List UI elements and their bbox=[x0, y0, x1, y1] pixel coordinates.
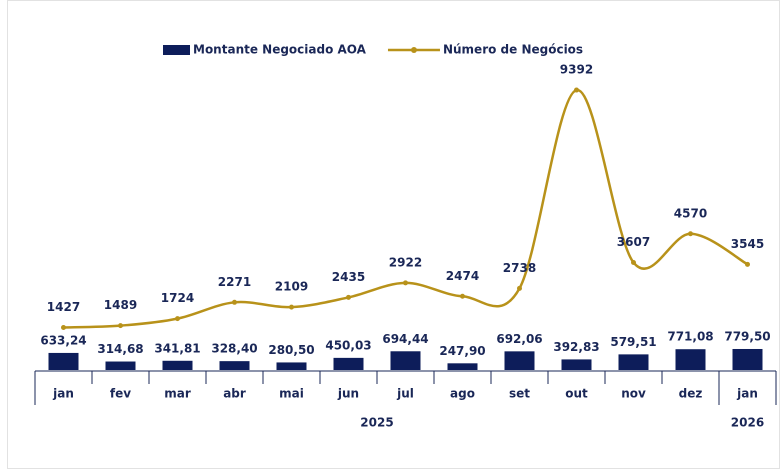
line-value-label: 2109 bbox=[275, 280, 308, 294]
line-marker bbox=[517, 285, 522, 291]
bar-value-label: 771,08 bbox=[667, 330, 713, 344]
bar-value-label: 694,44 bbox=[382, 332, 428, 346]
line-marker bbox=[574, 87, 579, 93]
bar bbox=[675, 349, 706, 370]
legend-swatch bbox=[163, 45, 190, 55]
legend-label: Montante Negociado AOA bbox=[193, 43, 367, 57]
bar bbox=[162, 360, 193, 370]
frame bbox=[7, 0, 780, 469]
line-value-label: 2738 bbox=[503, 261, 536, 275]
line-marker bbox=[232, 299, 237, 305]
line-marker bbox=[688, 231, 693, 237]
bar-value-label: 392,83 bbox=[553, 340, 599, 354]
bar bbox=[105, 361, 136, 370]
x-tick-label: jul bbox=[396, 387, 414, 401]
x-tick-label: ago bbox=[450, 387, 475, 401]
bar bbox=[333, 357, 364, 370]
line-marker bbox=[61, 324, 66, 330]
bar-value-label: 692,06 bbox=[496, 332, 542, 346]
bar bbox=[219, 361, 250, 370]
line-marker bbox=[403, 280, 408, 286]
bar-value-label: 779,50 bbox=[724, 329, 770, 343]
line-marker bbox=[346, 294, 351, 300]
bar bbox=[276, 362, 307, 370]
line-value-label: 2474 bbox=[446, 269, 479, 283]
bar-value-label: 341,81 bbox=[154, 341, 200, 355]
line-value-label: 1427 bbox=[47, 300, 80, 314]
x-tick-label: mar bbox=[164, 387, 191, 401]
bar-value-label: 579,51 bbox=[610, 335, 656, 349]
legend-label: Número de Negócios bbox=[443, 43, 583, 57]
line-marker bbox=[460, 293, 465, 299]
bar bbox=[618, 354, 649, 370]
bar bbox=[732, 348, 763, 370]
x-tick-label: jun bbox=[337, 387, 359, 401]
line-marker bbox=[631, 259, 636, 265]
x-tick-label: fev bbox=[110, 387, 131, 401]
line-value-label: 3545 bbox=[731, 237, 764, 251]
line-marker bbox=[289, 304, 294, 310]
bar bbox=[561, 359, 592, 370]
bar-value-label: 328,40 bbox=[211, 342, 257, 356]
line-value-label: 2271 bbox=[218, 275, 251, 289]
x-tick-label: nov bbox=[621, 387, 646, 401]
year-label: 2025 bbox=[360, 416, 393, 430]
bar-value-label: 633,24 bbox=[40, 333, 86, 347]
line-value-label: 1724 bbox=[161, 291, 194, 305]
year-label: 2026 bbox=[731, 416, 764, 430]
bar bbox=[447, 363, 478, 370]
line-value-label: 1489 bbox=[104, 298, 137, 312]
x-tick-label: dez bbox=[679, 387, 703, 401]
line-marker bbox=[118, 323, 123, 329]
bar bbox=[504, 351, 535, 370]
x-tick-label: out bbox=[565, 387, 588, 401]
x-tick-label: set bbox=[509, 387, 530, 401]
x-tick-label: jan bbox=[52, 387, 74, 401]
legend-marker bbox=[410, 47, 417, 53]
line-marker bbox=[175, 316, 180, 322]
x-tick-label: jan bbox=[736, 387, 758, 401]
bar-value-label: 314,68 bbox=[97, 342, 143, 356]
bar bbox=[48, 352, 79, 370]
bar-value-label: 247,90 bbox=[439, 344, 485, 358]
line-value-label: 2435 bbox=[332, 270, 365, 284]
line-value-label: 4570 bbox=[674, 206, 707, 220]
x-tick-label: mai bbox=[279, 387, 304, 401]
line-marker bbox=[745, 261, 750, 267]
bar-value-label: 450,03 bbox=[325, 338, 371, 352]
line-value-label: 9392 bbox=[560, 63, 593, 77]
bar bbox=[390, 351, 421, 370]
line-value-label: 3607 bbox=[617, 235, 650, 249]
line-value-label: 2922 bbox=[389, 255, 422, 269]
x-tick-label: abr bbox=[223, 387, 246, 401]
bar-value-label: 280,50 bbox=[268, 343, 314, 357]
